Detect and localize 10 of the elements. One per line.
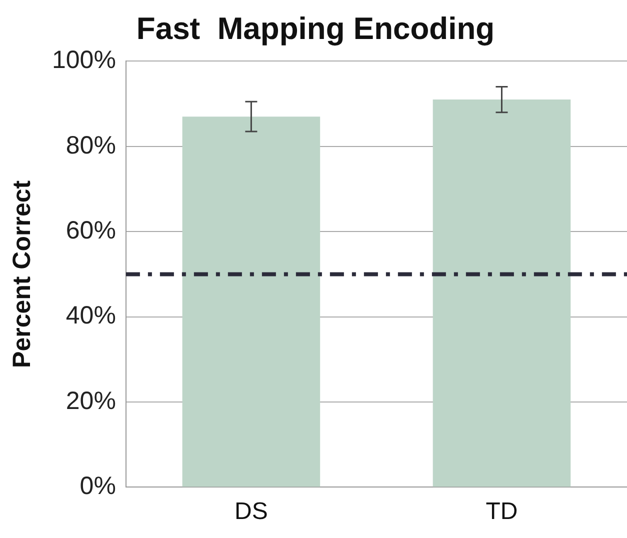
x-tick-label: DS: [234, 498, 268, 526]
y-tick-label: 80%: [66, 131, 116, 160]
y-tick-label: 40%: [66, 302, 116, 330]
y-axis-title: Percent Correct: [8, 180, 36, 368]
y-tick-label: 60%: [66, 216, 116, 244]
y-tick-label: 0%: [80, 472, 116, 500]
y-tick-label: 20%: [66, 386, 116, 415]
x-tick-label: TD: [486, 498, 518, 526]
y-tick-label: 100%: [52, 46, 116, 74]
chart-title: Fast Mapping Encoding: [136, 11, 495, 46]
